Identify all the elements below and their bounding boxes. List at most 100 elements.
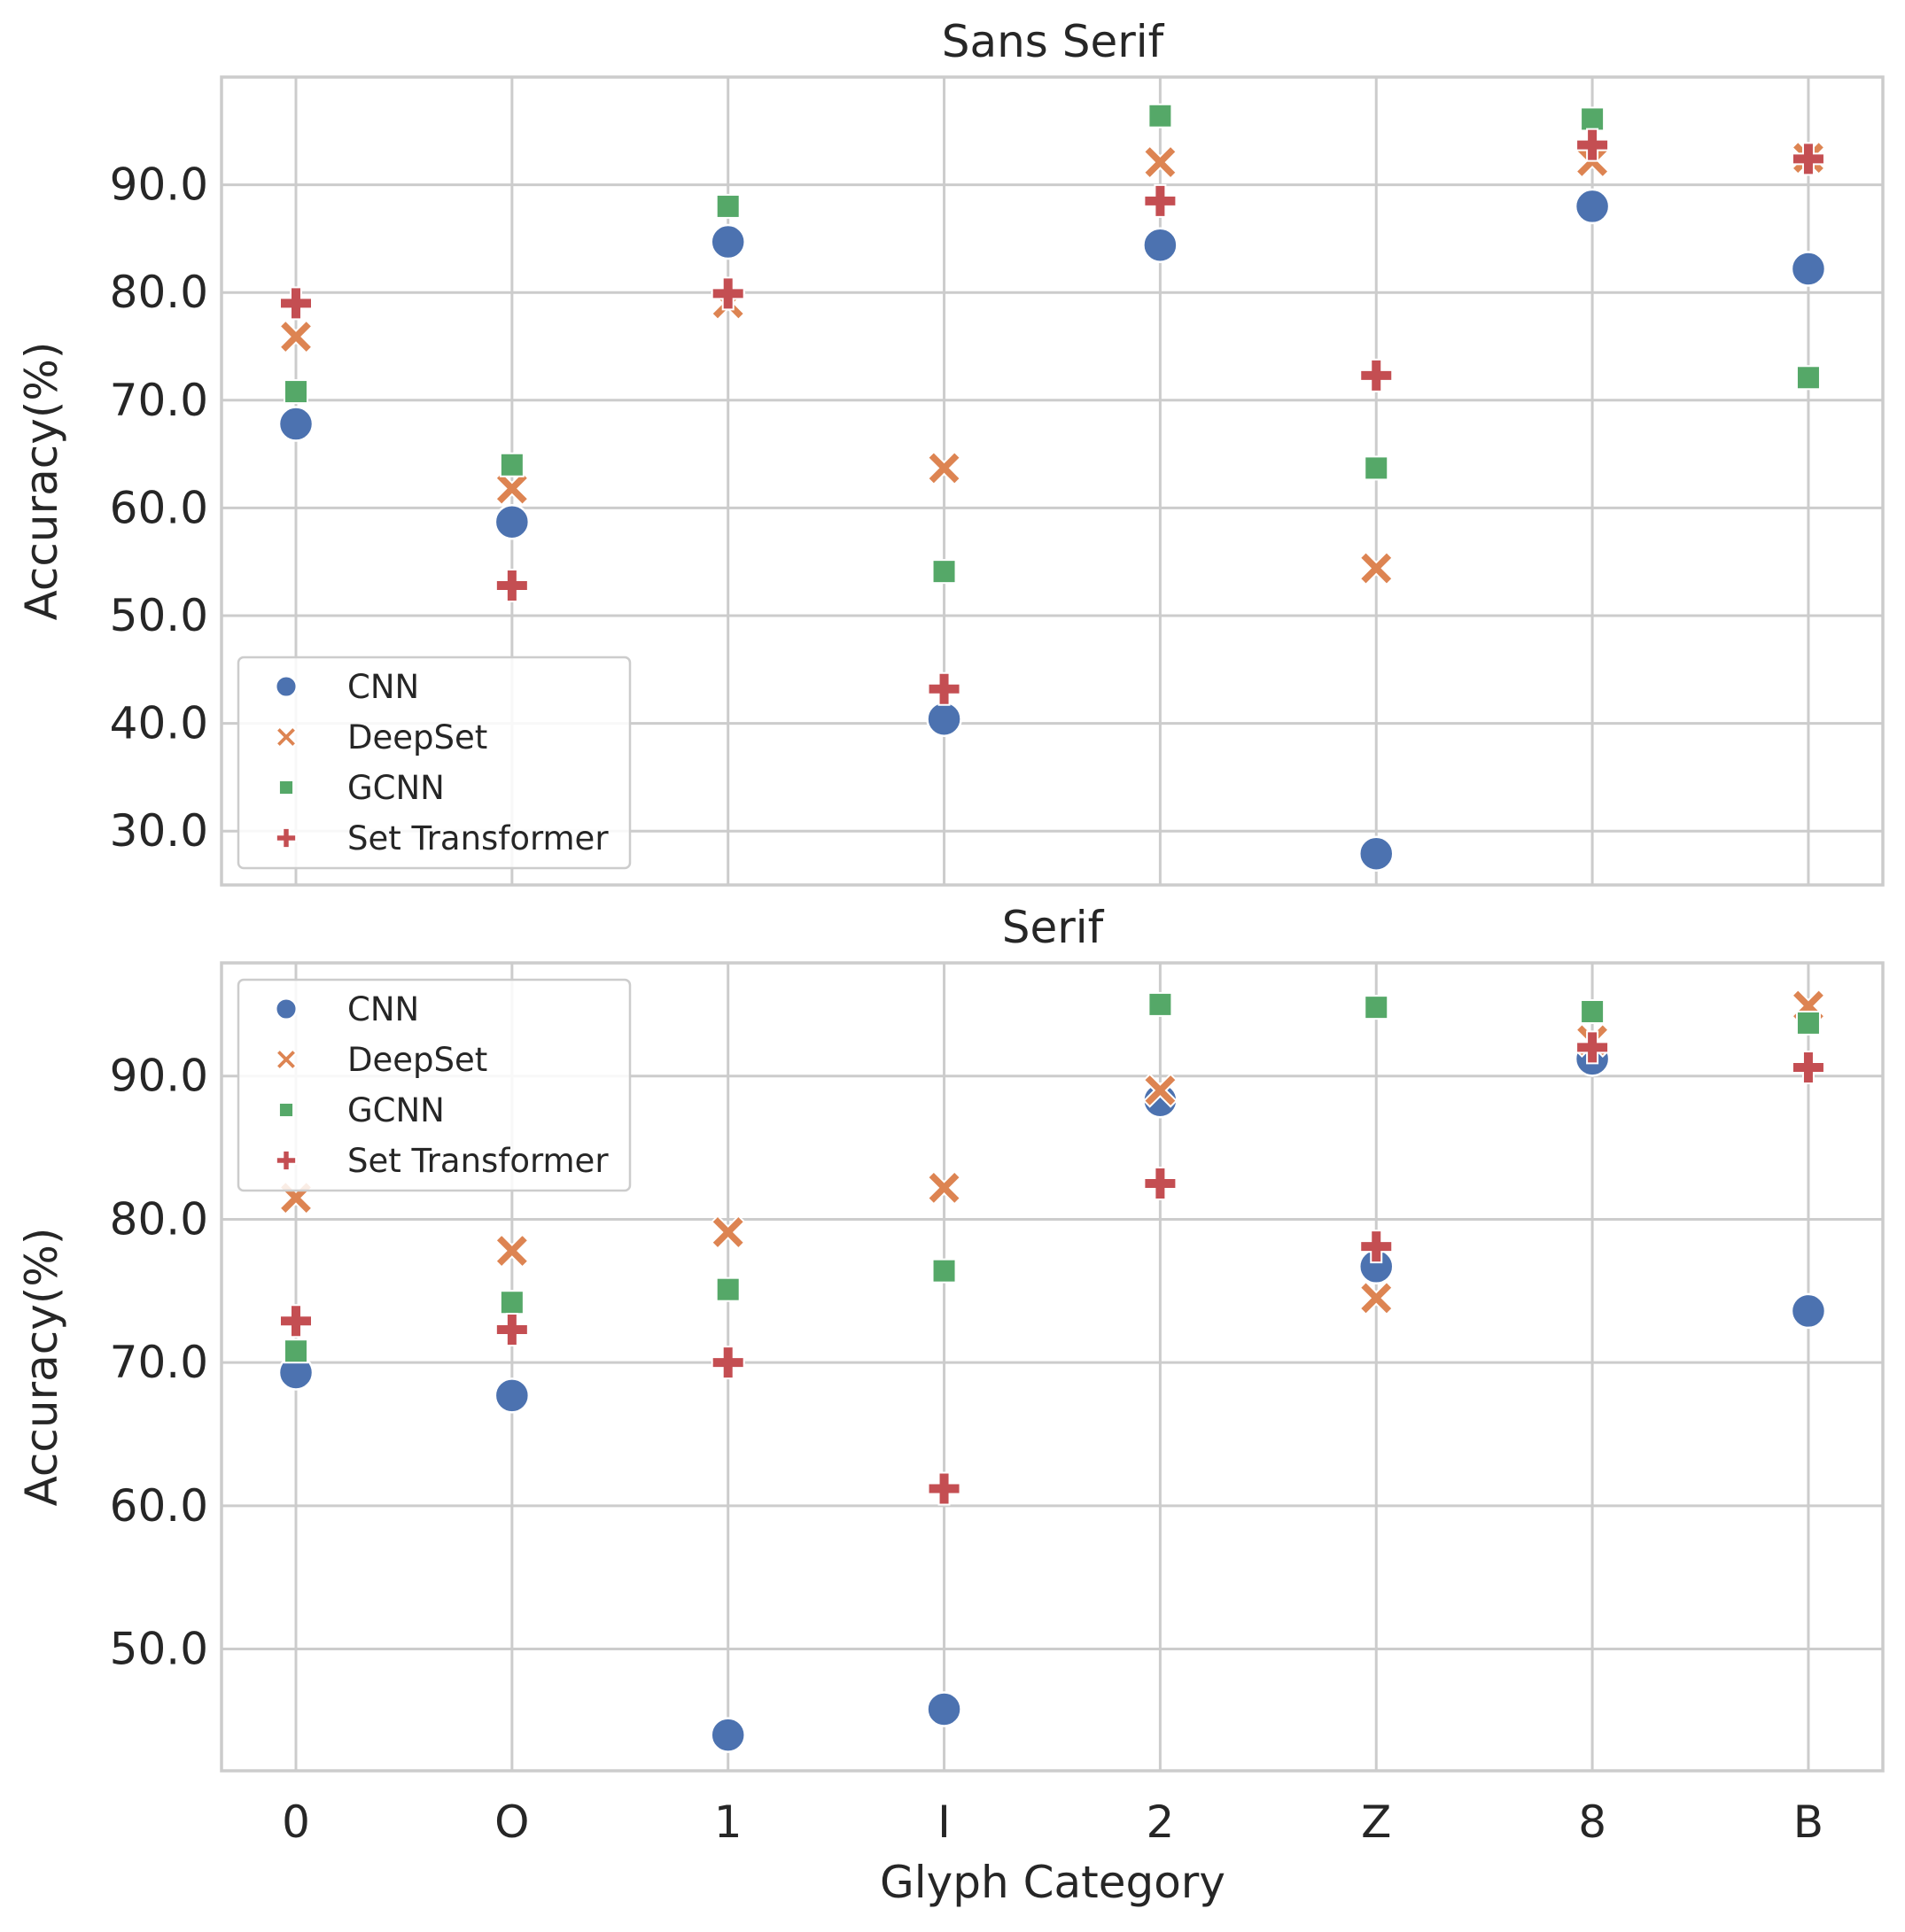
legend-marker-deepset [275, 1048, 298, 1071]
ytick-label: 70.0 [110, 1337, 208, 1388]
point-gcnn [284, 379, 308, 405]
point-set-transformer [927, 1471, 961, 1506]
point-deepset [278, 319, 314, 354]
ytick-label: 50.0 [110, 590, 208, 641]
legend-marker-cnn [274, 674, 299, 699]
ytick-label: 50.0 [110, 1624, 208, 1675]
point-set-transformer [1575, 1030, 1610, 1065]
xtick-label: 8 [1578, 1796, 1606, 1848]
panel-title: Serif [1002, 902, 1105, 953]
point-set-transformer [927, 671, 961, 706]
point-gcnn [1364, 455, 1389, 481]
point-gcnn [499, 452, 525, 477]
xtick-label: 2 [1146, 1796, 1174, 1848]
ytick-label: 60.0 [110, 1480, 208, 1532]
point-set-transformer [1791, 1051, 1825, 1085]
legend-label: Set Transformer [347, 819, 609, 857]
point-deepset [1142, 144, 1178, 180]
point-cnn [494, 1377, 531, 1414]
plot-frame [220, 961, 1885, 1773]
xtick-label: 0 [282, 1796, 310, 1848]
point-deepset [1358, 1280, 1394, 1316]
point-cnn [710, 223, 746, 260]
point-gcnn [931, 559, 957, 585]
xtick-label: I [937, 1796, 951, 1848]
xtick-labels: 0 O 1 I 2 Z 8 B [282, 1796, 1823, 1848]
point-gcnn [1795, 1010, 1821, 1036]
legend-label: DeepSet [347, 1041, 487, 1079]
point-set-transformer [1575, 128, 1610, 162]
ytick-label: 90.0 [110, 159, 208, 211]
legend-entries: CNN DeepSet GCNN Set Transformer [274, 668, 609, 857]
point-gcnn [931, 1258, 957, 1284]
point-deepset [494, 1233, 530, 1269]
legend-frame [237, 656, 632, 870]
xtick-label: 1 [714, 1796, 743, 1848]
point-cnn [1142, 227, 1178, 263]
ytick-label: 80.0 [110, 1193, 208, 1245]
point-cnn [1574, 188, 1611, 225]
legend-marker-set-transformer [275, 1149, 298, 1172]
point-set-transformer [1791, 142, 1825, 176]
point-cnn [710, 1717, 746, 1753]
point-set-transformer [1359, 358, 1394, 392]
legend-entries: CNN DeepSet GCNN Set Transformer [274, 990, 609, 1180]
point-deepset [710, 1214, 746, 1250]
point-gcnn [715, 193, 741, 219]
point-set-transformer [1143, 183, 1178, 218]
xtick-label: O [494, 1796, 529, 1848]
point-set-transformer [711, 276, 745, 311]
point-set-transformer [711, 1346, 745, 1380]
legend-marker-cnn [274, 997, 299, 1021]
point-deepset [926, 1170, 962, 1206]
xtick-label: Z [1361, 1796, 1391, 1848]
point-gcnn [1364, 995, 1389, 1020]
legend: CNN DeepSet GCNN Set Transformer [237, 978, 632, 1192]
point-cnn [1358, 835, 1395, 872]
point-gcnn [1147, 991, 1173, 1017]
ytick-labels: 50.0 60.0 70.0 80.0 90.0 [110, 1051, 208, 1675]
y-axis-label: Accuracy(%) [16, 342, 67, 621]
point-set-transformer [279, 286, 313, 321]
point-deepset [494, 470, 530, 507]
ytick-label: 80.0 [110, 267, 208, 318]
legend-label: DeepSet [347, 718, 487, 757]
legend-label: Set Transformer [347, 1142, 609, 1180]
legend-label: CNN [347, 990, 419, 1028]
point-gcnn [1147, 103, 1173, 128]
plot-frame [220, 75, 1885, 887]
legend-marker-gcnn [277, 779, 295, 796]
panel-title: Sans Serif [942, 16, 1165, 67]
ytick-label: 30.0 [110, 805, 208, 857]
legend-label: CNN [347, 668, 419, 706]
point-cnn [1790, 251, 1827, 287]
point-set-transformer [1143, 1167, 1178, 1201]
point-deepset [1142, 1073, 1178, 1108]
y-axis-label: Accuracy(%) [16, 1228, 67, 1507]
point-set-transformer [279, 1304, 313, 1338]
legend-label: GCNN [347, 1091, 445, 1129]
point-gcnn [1580, 106, 1606, 132]
point-cnn [1790, 1292, 1827, 1330]
point-gcnn [499, 1290, 525, 1315]
point-set-transformer [494, 1312, 529, 1346]
point-cnn [494, 503, 531, 540]
point-deepset [926, 450, 962, 486]
point-gcnn [284, 1338, 308, 1364]
xtick-label: B [1793, 1796, 1823, 1848]
points-layer [277, 103, 1827, 872]
legend-frame [237, 978, 632, 1192]
legend-marker-deepset [275, 725, 298, 749]
point-gcnn [715, 1276, 741, 1302]
point-cnn [277, 406, 315, 442]
point-cnn [926, 701, 962, 737]
ytick-label: 60.0 [110, 482, 208, 533]
ytick-label: 90.0 [110, 1051, 208, 1102]
x-axis-label: Glyph Category [880, 1857, 1225, 1908]
point-deepset [1358, 550, 1394, 586]
point-gcnn [1795, 365, 1821, 391]
panel-serif: Serif 50.0 60.0 70.0 80.0 90.0 Accuracy(%) C… [16, 902, 1885, 1908]
legend-label: GCNN [347, 769, 445, 807]
point-gcnn [1580, 998, 1606, 1024]
